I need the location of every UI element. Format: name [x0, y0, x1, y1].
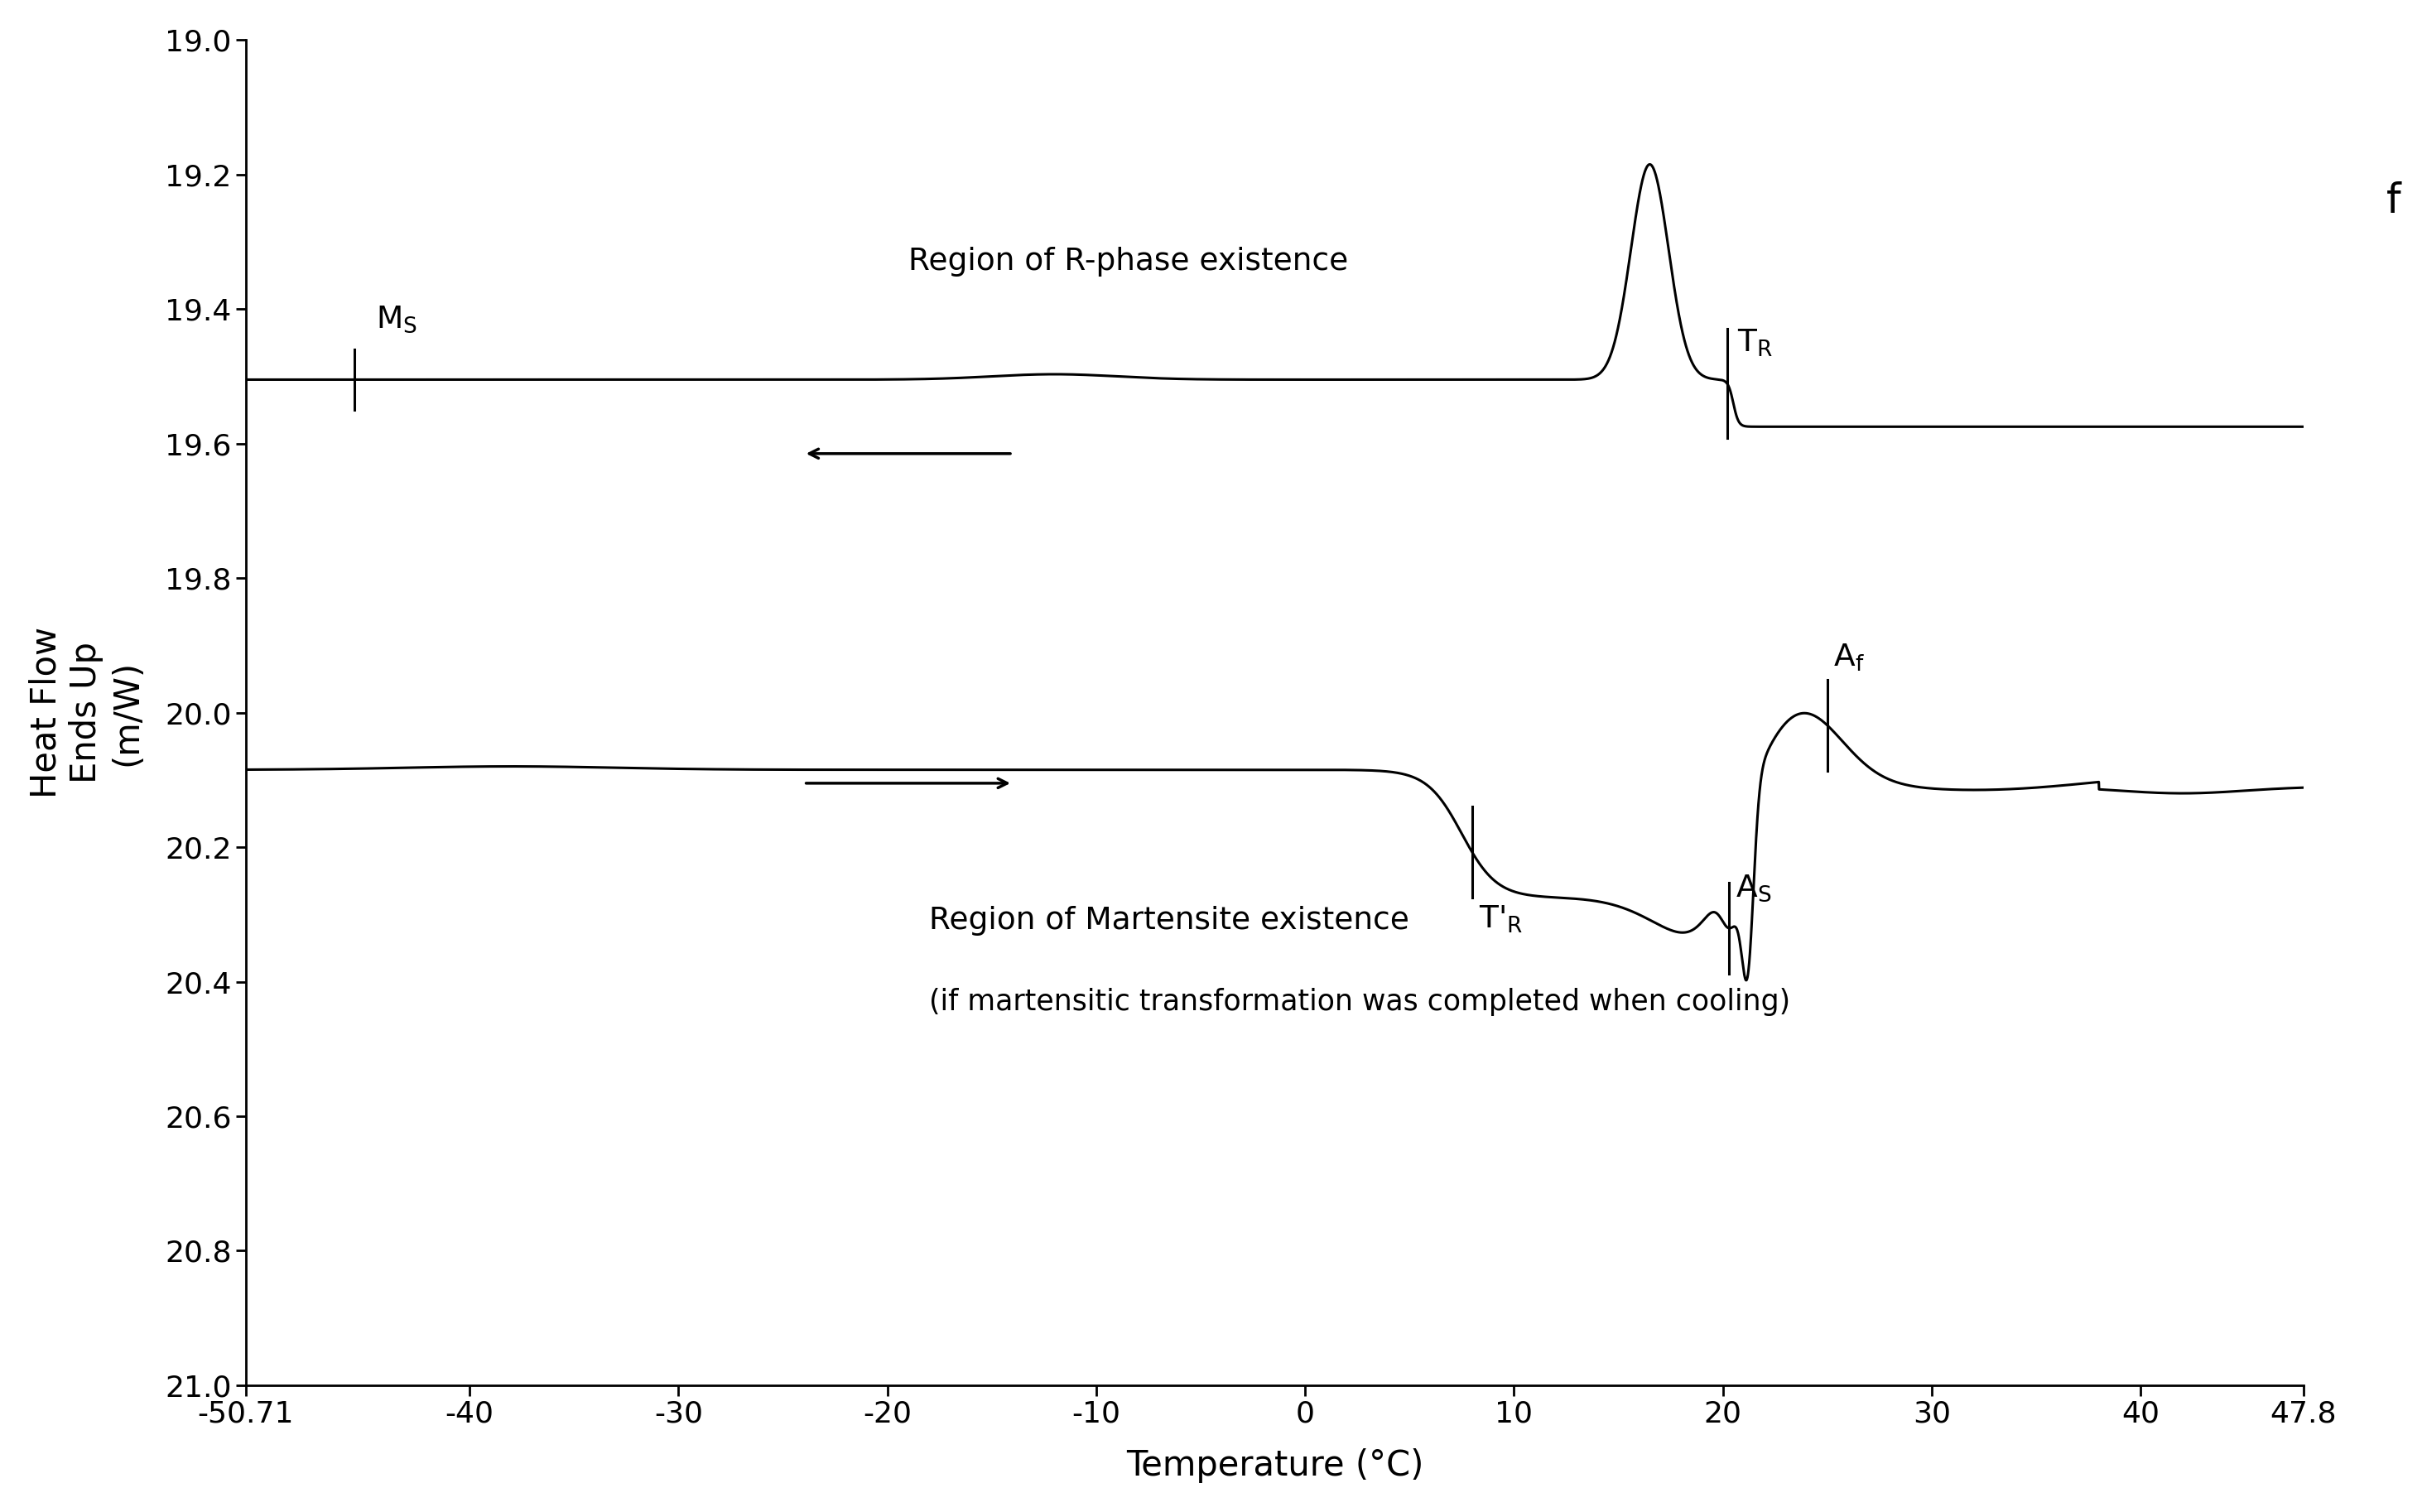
X-axis label: Temperature (°C): Temperature (°C) — [1126, 1448, 1424, 1483]
Text: Region of R-phase existence: Region of R-phase existence — [908, 246, 1349, 277]
Text: (if martensitic transformation was completed when cooling): (if martensitic transformation was compl… — [930, 987, 1790, 1016]
Y-axis label: Heat Flow
Ends Up
(m/W): Heat Flow Ends Up (m/W) — [29, 627, 143, 798]
Text: A$_\mathregular{S}$: A$_\mathregular{S}$ — [1737, 872, 1770, 903]
Text: A$_\mathregular{f}$: A$_\mathregular{f}$ — [1833, 643, 1865, 673]
Text: Region of Martensite existence: Region of Martensite existence — [930, 906, 1410, 936]
Text: M$_\mathregular{S}$: M$_\mathregular{S}$ — [375, 304, 417, 334]
Text: T'$_\mathregular{R}$: T'$_\mathregular{R}$ — [1477, 904, 1523, 934]
Text: T$_\mathregular{R}$: T$_\mathregular{R}$ — [1737, 328, 1773, 358]
Text: f: f — [2386, 181, 2400, 221]
